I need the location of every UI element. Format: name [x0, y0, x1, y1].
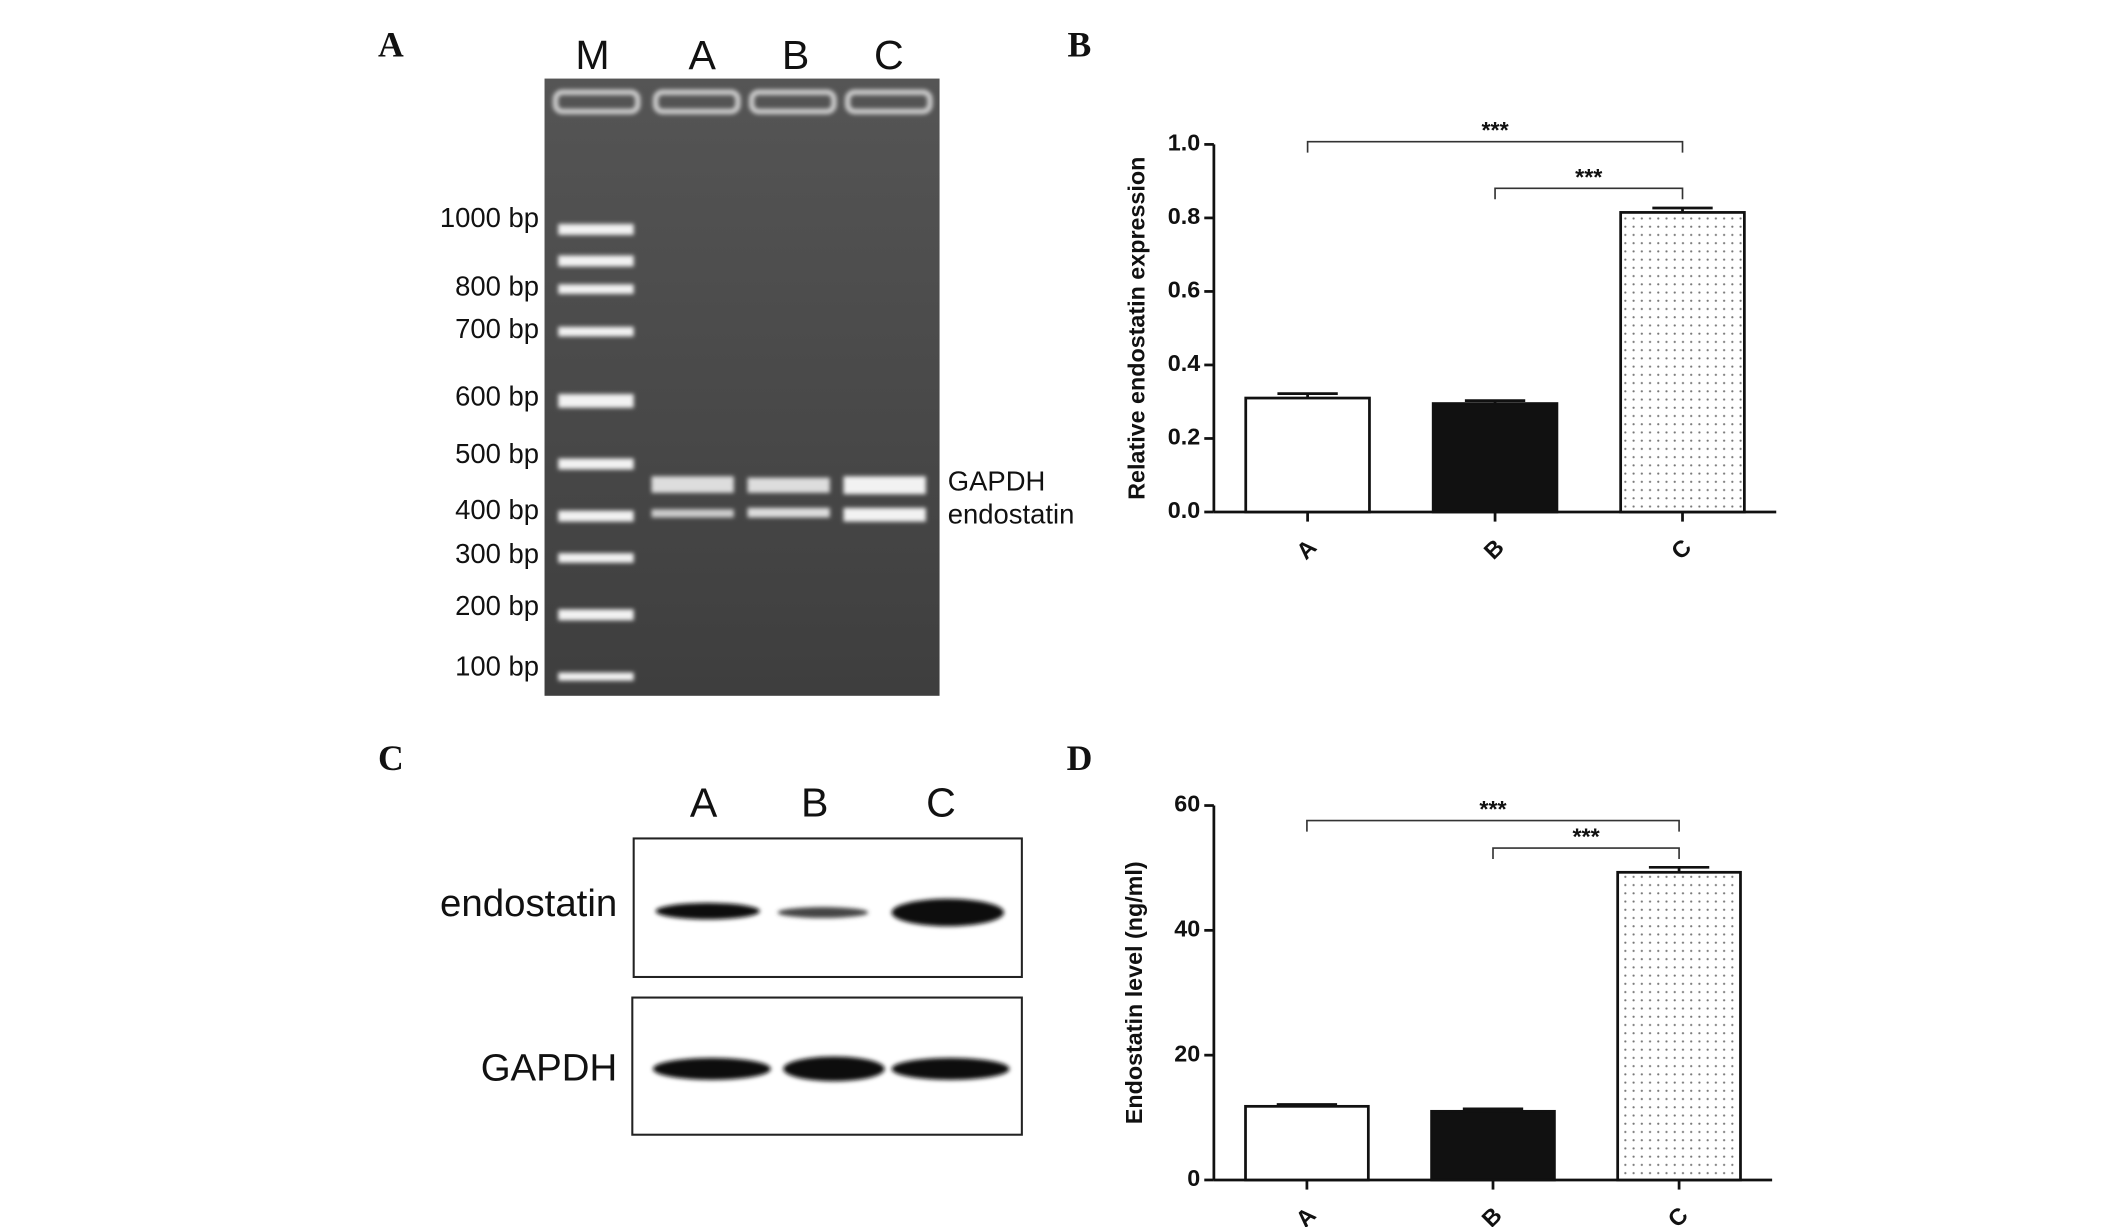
- y-tick-label: 20: [1174, 1040, 1200, 1066]
- bar: [1431, 402, 1559, 514]
- panel-label: D: [1067, 738, 1093, 778]
- bar: [1244, 1104, 1370, 1182]
- y-tick-label: 40: [1174, 915, 1200, 941]
- gel: [544, 78, 940, 696]
- ladder-label: 800 bp: [455, 271, 539, 302]
- lane-label: A: [689, 32, 717, 78]
- significance-label: ***: [1575, 164, 1603, 190]
- significance-bracket: [1306, 819, 1680, 832]
- significance-bracket: [1492, 847, 1680, 860]
- ladder-label: 400 bp: [455, 494, 539, 525]
- ladder-label: 300 bp: [455, 538, 539, 569]
- y-axis-label: Relative endostatin expression: [1124, 157, 1150, 500]
- ladder-label: 200 bp: [455, 590, 539, 621]
- y-axis-label: Endostatin level (ng/ml): [1121, 861, 1147, 1124]
- ladder-labels: 1000 bp 800 bp 700 bp 600 bp 500 bp 400 …: [440, 202, 539, 682]
- lane-label: B: [801, 779, 828, 825]
- lane-label: C: [874, 32, 904, 78]
- band-label: endostatin: [948, 498, 1075, 529]
- significance-label: ***: [1572, 824, 1600, 850]
- lane-label: B: [782, 32, 809, 78]
- row-label: endostatin: [440, 882, 617, 925]
- x-tick-label: C: [1666, 534, 1696, 564]
- significance-bracket: [1306, 140, 1684, 153]
- ladder-label: 500 bp: [455, 438, 539, 469]
- ladder-label: 600 bp: [455, 380, 539, 411]
- lane-label: M: [575, 32, 609, 78]
- significance-bracket: [1494, 187, 1684, 200]
- gel-bands: [552, 89, 933, 681]
- y-tick-label: 0.8: [1168, 203, 1200, 229]
- band-label: GAPDH: [948, 465, 1046, 496]
- significance-label: ***: [1479, 796, 1507, 822]
- bar: [1619, 211, 1746, 514]
- panel-label: A: [378, 25, 404, 65]
- y-tick-label: 0.4: [1168, 350, 1200, 376]
- bar: [1430, 1109, 1556, 1182]
- significance-label: ***: [1481, 117, 1509, 143]
- bar: [1616, 870, 1742, 1182]
- panel-label: C: [378, 738, 404, 778]
- lane-label: C: [926, 779, 956, 825]
- y-tick-label: 0.0: [1168, 497, 1200, 523]
- y-tick-label: 0.6: [1168, 277, 1200, 303]
- ladder-label: 100 bp: [455, 651, 539, 682]
- x-tick-label: A: [1290, 1202, 1320, 1227]
- bar: [1244, 396, 1371, 514]
- blot-bands: [652, 898, 1010, 1082]
- row-label: GAPDH: [481, 1046, 618, 1089]
- x-tick-label: B: [1477, 1202, 1507, 1227]
- panel-label: B: [1068, 25, 1092, 65]
- y-tick-label: 60: [1174, 791, 1200, 817]
- lane-label: A: [690, 779, 718, 825]
- ladder-label: 700 bp: [455, 313, 539, 344]
- x-tick-label: A: [1291, 534, 1321, 564]
- y-tick-label: 0.2: [1168, 424, 1200, 450]
- ladder-label: 1000 bp: [440, 202, 539, 233]
- y-tick-label: 1.0: [1168, 130, 1200, 156]
- x-tick-label: B: [1479, 534, 1509, 564]
- x-tick-label: C: [1663, 1202, 1693, 1227]
- y-tick-label: 0: [1187, 1165, 1200, 1191]
